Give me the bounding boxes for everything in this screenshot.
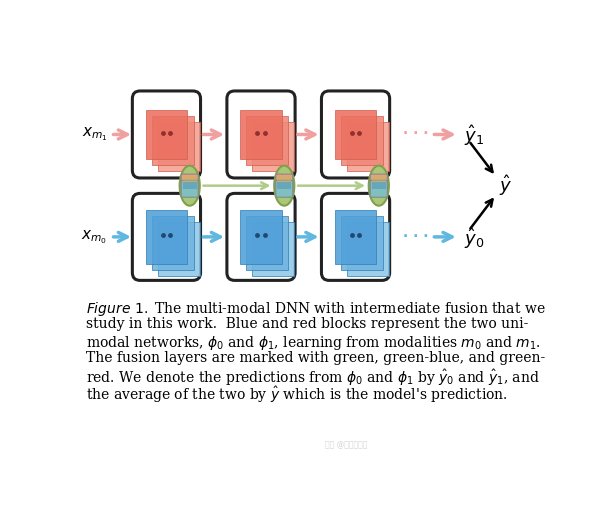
Text: $\hat{y}_0$: $\hat{y}_0$	[464, 226, 485, 251]
Text: 知乎 @智慧的子夏: 知乎 @智慧的子夏	[325, 440, 367, 449]
Text: · · ·: · · ·	[403, 127, 429, 142]
FancyBboxPatch shape	[227, 193, 295, 281]
FancyBboxPatch shape	[146, 110, 187, 159]
FancyBboxPatch shape	[240, 110, 282, 159]
FancyBboxPatch shape	[146, 210, 187, 264]
Ellipse shape	[274, 166, 295, 206]
FancyBboxPatch shape	[158, 122, 200, 171]
Text: $x_{m_1}$: $x_{m_1}$	[82, 126, 107, 143]
FancyBboxPatch shape	[372, 176, 386, 182]
FancyBboxPatch shape	[158, 222, 200, 276]
FancyBboxPatch shape	[181, 180, 198, 197]
FancyBboxPatch shape	[347, 222, 389, 276]
FancyBboxPatch shape	[246, 116, 288, 165]
Text: modal networks, $\phi_0$ and $\phi_1$, learning from modalities $m_0$ and $m_1$.: modal networks, $\phi_0$ and $\phi_1$, l…	[86, 334, 541, 352]
Text: $\mathit{Figure\ 1.}$ The multi-modal DNN with intermediate fusion that we: $\mathit{Figure\ 1.}$ The multi-modal DN…	[86, 300, 545, 318]
FancyBboxPatch shape	[347, 122, 389, 171]
FancyBboxPatch shape	[133, 193, 200, 281]
Text: the average of the two by $\hat{y}$ which is the model's prediction.: the average of the two by $\hat{y}$ whic…	[86, 385, 508, 405]
FancyBboxPatch shape	[276, 180, 293, 197]
Ellipse shape	[369, 166, 389, 206]
Text: · · ·: · · ·	[403, 230, 429, 244]
FancyBboxPatch shape	[322, 193, 389, 281]
FancyBboxPatch shape	[370, 174, 388, 191]
Text: $\hat{y}$: $\hat{y}$	[499, 173, 512, 198]
FancyBboxPatch shape	[183, 182, 197, 189]
FancyBboxPatch shape	[372, 182, 386, 189]
Text: red. We denote the predictions from $\phi_0$ and $\phi_1$ by $\hat{y}_0$ and $\h: red. We denote the predictions from $\ph…	[86, 368, 539, 388]
FancyBboxPatch shape	[227, 91, 295, 178]
Text: $\hat{y}_1$: $\hat{y}_1$	[464, 124, 484, 148]
FancyBboxPatch shape	[240, 210, 282, 264]
Ellipse shape	[179, 166, 200, 206]
FancyBboxPatch shape	[277, 176, 291, 182]
FancyBboxPatch shape	[181, 174, 198, 191]
FancyBboxPatch shape	[253, 222, 295, 276]
FancyBboxPatch shape	[322, 91, 389, 178]
FancyBboxPatch shape	[277, 182, 291, 189]
FancyBboxPatch shape	[335, 110, 376, 159]
FancyBboxPatch shape	[341, 216, 383, 270]
FancyBboxPatch shape	[276, 174, 293, 191]
FancyBboxPatch shape	[152, 216, 194, 270]
FancyBboxPatch shape	[246, 216, 288, 270]
FancyBboxPatch shape	[335, 210, 376, 264]
Text: study in this work.  Blue and red blocks represent the two uni-: study in this work. Blue and red blocks …	[86, 317, 528, 331]
FancyBboxPatch shape	[133, 91, 200, 178]
Text: The fusion layers are marked with green, green-blue, and green-: The fusion layers are marked with green,…	[86, 351, 545, 365]
FancyBboxPatch shape	[152, 116, 194, 165]
FancyBboxPatch shape	[183, 176, 197, 182]
FancyBboxPatch shape	[253, 122, 295, 171]
FancyBboxPatch shape	[341, 116, 383, 165]
Text: $x_{m_0}$: $x_{m_0}$	[82, 228, 107, 246]
FancyBboxPatch shape	[370, 180, 388, 197]
